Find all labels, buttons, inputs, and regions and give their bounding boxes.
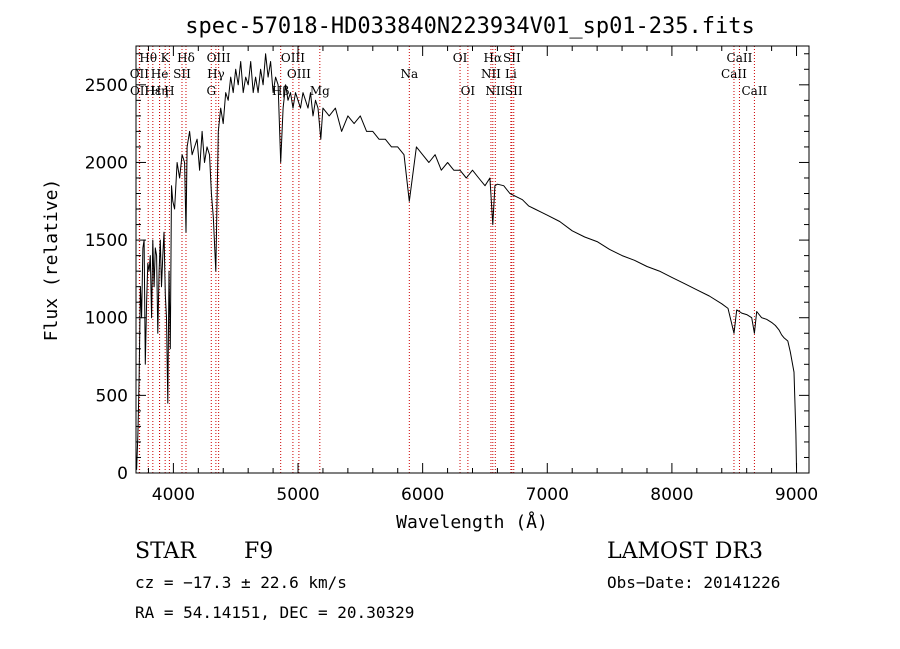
series-layer	[136, 53, 797, 470]
line-label: OIII	[281, 51, 305, 65]
x-tick-label: 4000	[152, 485, 195, 505]
line-label: NII	[485, 84, 505, 98]
x-axis: 4000 5000 6000 7000 8000 9000	[147, 46, 818, 505]
x-tick-label: 9000	[775, 485, 818, 505]
x-tick-label: 6000	[401, 485, 444, 505]
line-label: Mg	[310, 84, 330, 98]
x-tick-label: 8000	[650, 485, 693, 505]
y-tick-label: 500	[96, 386, 128, 406]
line-markers	[138, 46, 755, 473]
spectrum-line	[136, 53, 797, 470]
line-label: Hθ	[139, 51, 157, 65]
line-label: OI	[453, 51, 468, 65]
y-tick-label: 2500	[85, 76, 128, 96]
line-label: G	[206, 84, 216, 98]
plot-frame	[135, 45, 810, 474]
chart-title: spec-57018-HD033840N223934V01_sp01-235.f…	[185, 14, 755, 39]
x-axis-label: Wavelength (Å)	[396, 511, 548, 533]
line-label: OII	[130, 84, 150, 98]
line-label: H	[164, 84, 174, 98]
line-label: OIII	[287, 67, 311, 81]
line-label: Hε	[144, 84, 161, 98]
line-label: CaII	[741, 84, 767, 98]
x-tick-label: 5000	[276, 485, 319, 505]
line-label: CaII	[721, 67, 747, 81]
line-label: Hα	[484, 51, 503, 65]
line-label: OII	[130, 67, 150, 81]
y-axis: 0 500 1000 1500 2000 2500	[85, 53, 809, 484]
line-label: SII	[503, 51, 521, 65]
line-label: Hη	[151, 84, 169, 98]
line-label: OIII	[207, 51, 231, 65]
spectral-subclass: F9	[244, 539, 274, 564]
y-tick-label: 0	[117, 464, 128, 484]
y-axis-label: Flux (relative)	[41, 179, 62, 342]
line-label: OI	[461, 84, 476, 98]
line-label: Hγ	[207, 67, 225, 81]
coordinates: RA = 54.14151, DEC = 20.30329	[135, 603, 415, 622]
line-label: Hδ	[177, 51, 195, 65]
survey-name: LAMOST DR3	[607, 539, 763, 564]
obs-date: Obs−Date: 20141226	[607, 573, 781, 592]
y-tick-label: 2000	[85, 153, 128, 173]
line-label: SII	[173, 67, 191, 81]
y-tick-label: 1500	[85, 231, 128, 251]
line-label: Na	[400, 67, 418, 81]
redshift-velocity: cz = −17.3 ± 22.6 km/s	[135, 573, 347, 592]
line-label: Li	[505, 67, 517, 81]
line-label: NII	[481, 67, 501, 81]
x-tick-label: 7000	[526, 485, 569, 505]
object-class: STAR	[135, 539, 196, 564]
line-label: K	[161, 51, 171, 65]
line-label: CaII	[727, 51, 753, 65]
y-tick-label: 1000	[85, 309, 128, 329]
line-label: SII	[505, 84, 523, 98]
line-label: He	[151, 67, 169, 81]
